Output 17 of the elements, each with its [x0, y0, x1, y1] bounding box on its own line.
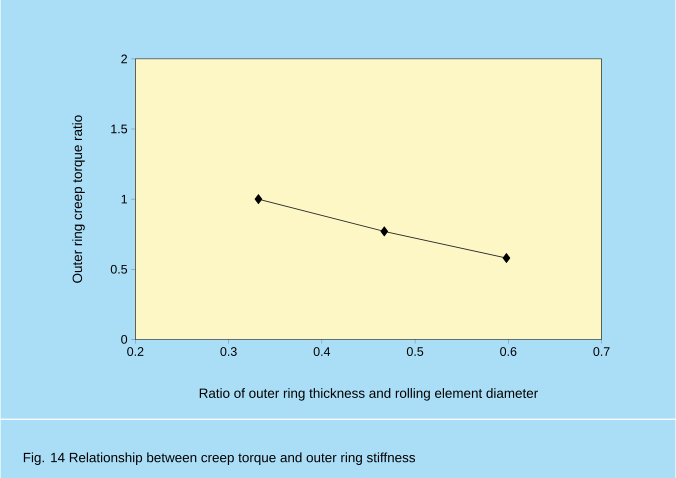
y-tick-label: 0 — [121, 334, 128, 344]
x-tick-label: 0.6 — [500, 347, 516, 356]
x-tick-label: 0.5 — [406, 347, 424, 356]
x-tick-label: 0.2 — [127, 347, 144, 356]
point — [502, 253, 510, 263]
y-tick-label: 2 — [121, 54, 127, 64]
x-tick-label: 0.4 — [314, 347, 330, 356]
x-axis-title: Ratio of outer ring thickness and rolling element diameter — [200, 388, 538, 401]
point — [254, 194, 262, 204]
caption: Fig. 14 Relationship between creep torque and outer ring stiffness — [24, 452, 416, 465]
y-tick-label: 0.5 — [110, 264, 128, 274]
x-tick-label: 0.3 — [220, 347, 237, 356]
y-axis-title: Outer ring creep torque ratio — [72, 115, 85, 283]
y-tick-label: 1 — [122, 194, 127, 204]
y-tick-label: 1.5 — [111, 124, 128, 134]
point — [380, 226, 388, 236]
x-tick-label: 0.7 — [593, 347, 610, 356]
